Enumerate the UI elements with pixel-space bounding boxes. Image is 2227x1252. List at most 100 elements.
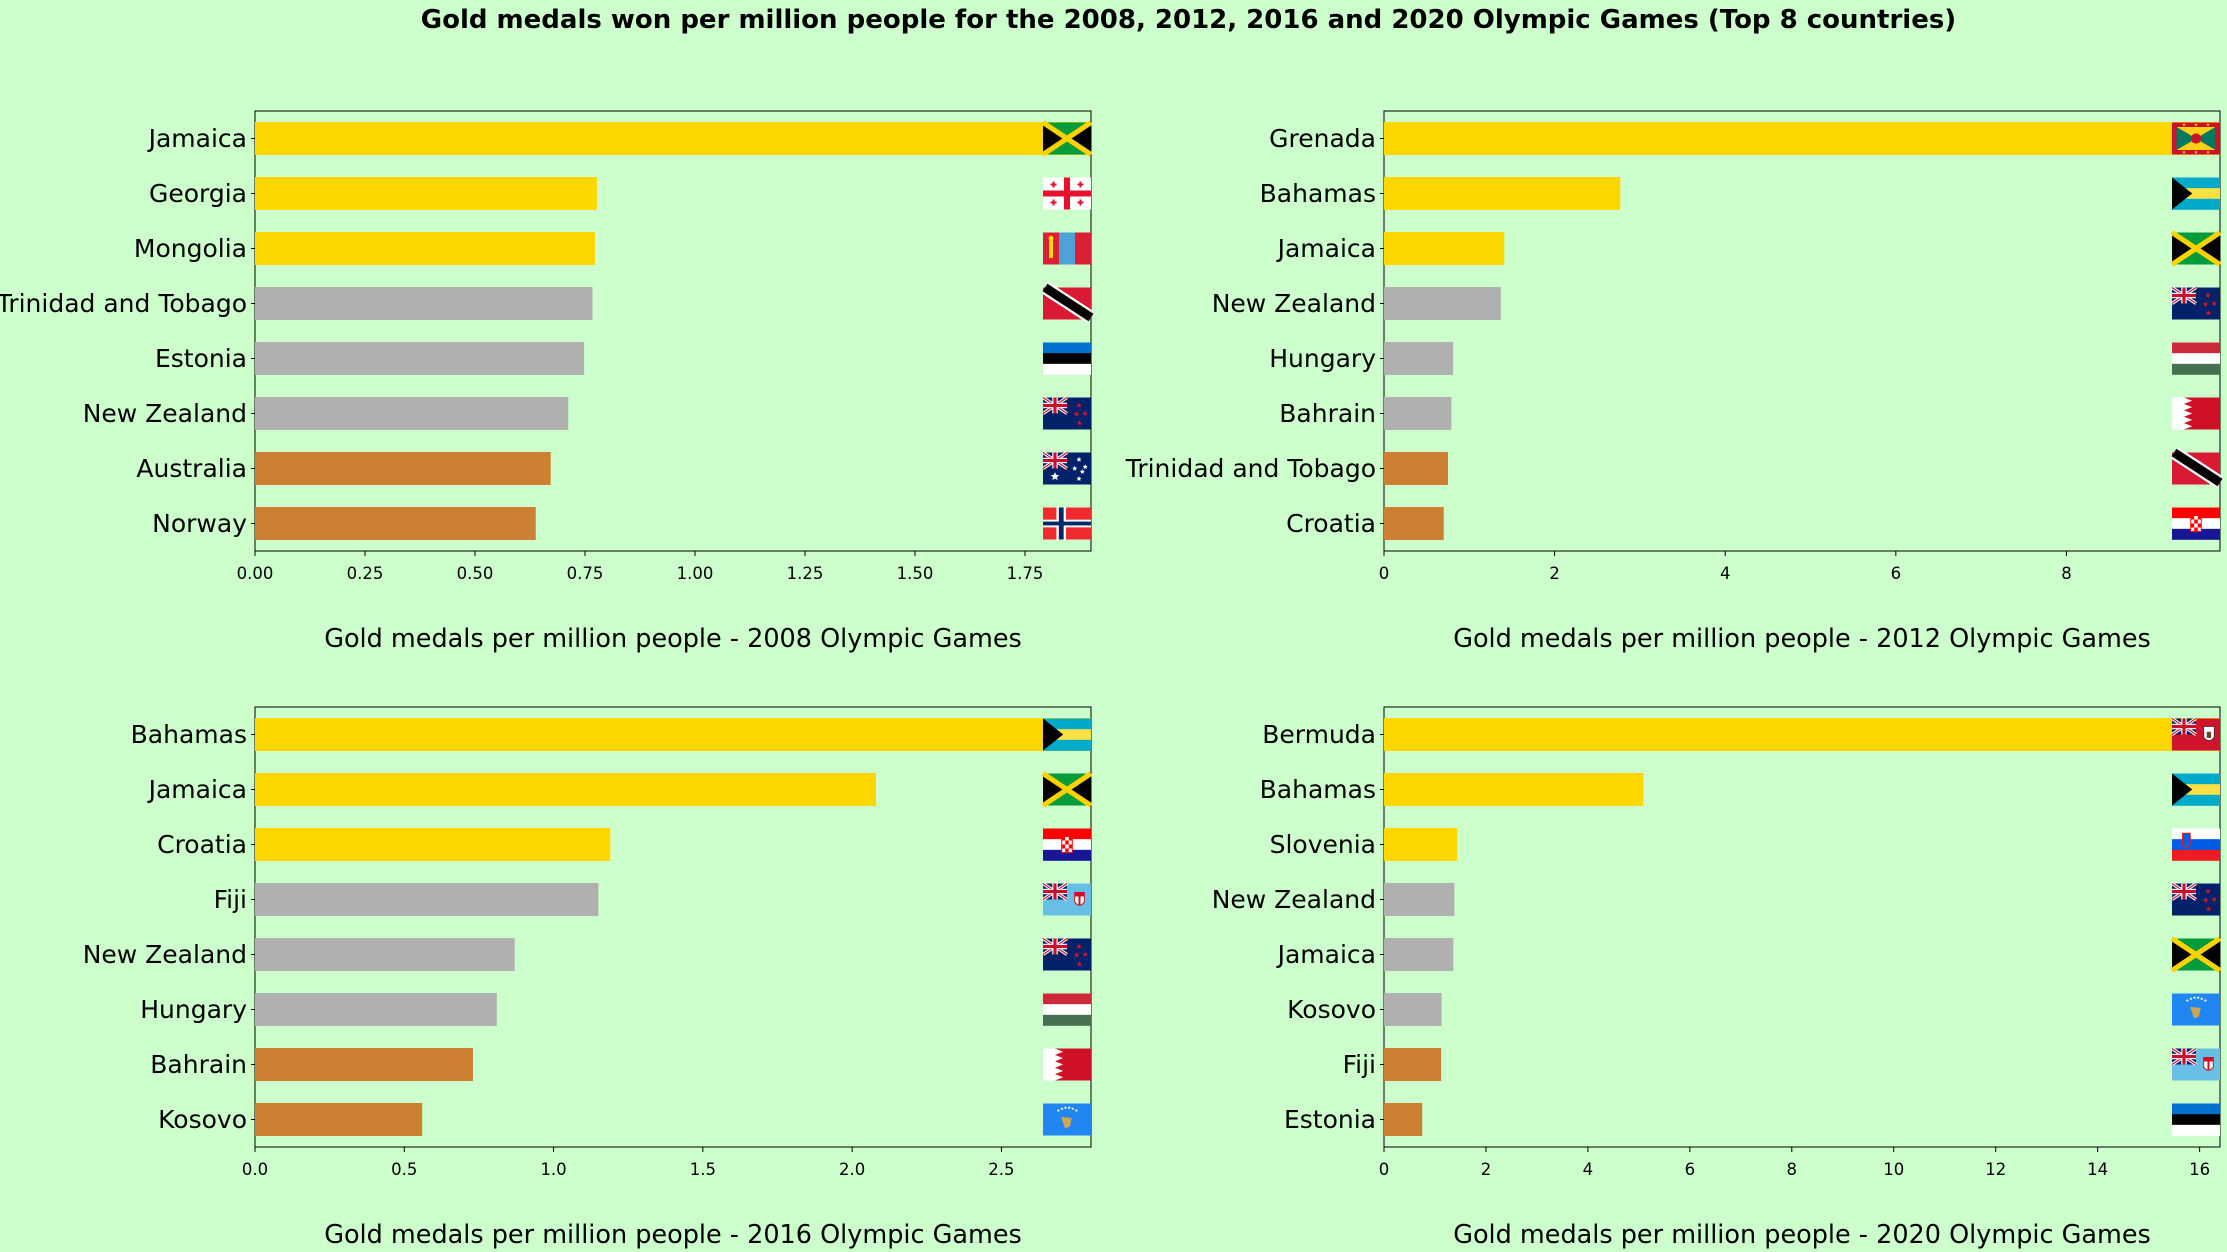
y-tick-label: Bahamas: [1260, 179, 1376, 208]
x-tick-label: 0.50: [457, 564, 494, 583]
bar: [255, 828, 611, 861]
x-tick-label: 0: [1379, 1160, 1390, 1179]
x-axis-label: Gold medals per million people - 2016 Ol…: [324, 1220, 1022, 1250]
bar: [1384, 773, 1644, 806]
bar: [1384, 507, 1444, 540]
y-tick-label: New Zealand: [1212, 289, 1376, 318]
new-zealand-flag: [1042, 937, 1091, 971]
trinidad-and-tobago-flag: [2170, 446, 2224, 489]
y-tick-label: New Zealand: [83, 399, 247, 428]
x-axis-label: Gold medals per million people - 2008 Ol…: [324, 624, 1022, 654]
croatia-flag: [1043, 828, 1091, 861]
bar: [1384, 993, 1442, 1026]
y-tick-label: Grenada: [1269, 124, 1376, 153]
bar: [255, 397, 569, 430]
plot-frame: [1383, 110, 2221, 552]
bar: [255, 342, 585, 375]
y-tick-label: Bahrain: [150, 1050, 247, 1079]
y-tick-label: Australia: [136, 454, 247, 483]
x-tick-label: 4: [1720, 564, 1731, 583]
jamaica-flag: [2170, 936, 2222, 973]
x-tick-label: 12: [1985, 1160, 2006, 1179]
australia-flag: [1042, 451, 1091, 485]
fiji-flag: [1042, 882, 1091, 916]
bar: [255, 993, 497, 1026]
new-zealand-flag: [2171, 286, 2220, 320]
x-tick-label: 2.0: [839, 1160, 865, 1179]
x-tick-label: 0.25: [347, 564, 384, 583]
y-tick-label: Hungary: [140, 995, 247, 1024]
norway-flag: [1043, 507, 1091, 540]
x-tick-label: 2: [1481, 1160, 1492, 1179]
y-tick-label: Bahamas: [131, 720, 247, 749]
y-tick-label: Kosovo: [1287, 995, 1376, 1024]
x-tick-label: 0.0: [242, 1160, 268, 1179]
bar: [1384, 938, 1454, 971]
jamaica-flag: [1041, 771, 1093, 808]
new-zealand-flag: [1042, 396, 1091, 430]
x-tick-label: 1.0: [540, 1160, 566, 1179]
y-tick-label: Kosovo: [158, 1105, 247, 1134]
x-tick-label: 14: [2087, 1160, 2108, 1179]
bar: [1384, 828, 1458, 861]
y-tick-label: Norway: [152, 509, 247, 538]
x-tick-label: 0.5: [391, 1160, 417, 1179]
plot-frame: [254, 110, 1092, 552]
bar: [1384, 718, 2220, 751]
x-tick-label: 0.75: [567, 564, 604, 583]
y-tick-label: New Zealand: [83, 940, 247, 969]
kosovo-flag: [2172, 993, 2220, 1026]
croatia-flag: [2172, 507, 2220, 540]
y-tick-label: Hungary: [1269, 344, 1376, 373]
y-tick-label: Trinidad and Tobago: [0, 289, 247, 318]
bar: [255, 122, 1091, 155]
bar: [1384, 883, 1455, 916]
y-tick-label: Georgia: [149, 179, 247, 208]
trinidad-and-tobago-flag: [1041, 281, 1095, 324]
grenada-flag: [2172, 122, 2220, 155]
y-tick-label: Jamaica: [1276, 940, 1376, 969]
x-tick-label: 4: [1583, 1160, 1594, 1179]
bahamas-flag: [2172, 773, 2220, 806]
jamaica-flag: [1041, 120, 1093, 157]
x-tick-label: 8: [2061, 564, 2072, 583]
x-tick-label: 10: [1883, 1160, 1904, 1179]
plot-frame: [254, 706, 1092, 1148]
bar: [255, 1048, 473, 1081]
kosovo-flag: [1043, 1103, 1091, 1136]
bar: [1384, 342, 1454, 375]
y-tick-label: Estonia: [1284, 1105, 1376, 1134]
y-tick-label: Slovenia: [1270, 830, 1376, 859]
x-tick-label: 2.5: [988, 1160, 1014, 1179]
bahrain-flag: [2172, 397, 2220, 430]
y-tick-label: Fiji: [1343, 1050, 1376, 1079]
x-axis-label: Gold medals per million people - 2020 Ol…: [1453, 1220, 2151, 1250]
x-tick-label: 1.75: [1007, 564, 1044, 583]
bar: [255, 452, 551, 485]
bar: [255, 287, 593, 320]
new-zealand-flag: [2171, 882, 2220, 916]
x-tick-label: 1.50: [897, 564, 934, 583]
y-tick-label: Bermuda: [1262, 720, 1376, 749]
bar: [255, 883, 599, 916]
y-tick-label: Bahamas: [1260, 775, 1376, 804]
x-tick-label: 1.5: [690, 1160, 716, 1179]
y-tick-label: Fiji: [214, 885, 247, 914]
fiji-flag: [2171, 1047, 2220, 1081]
y-tick-label: Croatia: [1286, 509, 1376, 538]
estonia-flag: [1043, 342, 1091, 375]
bar: [1384, 1048, 1442, 1081]
y-tick-label: Bahrain: [1279, 399, 1376, 428]
x-axis-label: Gold medals per million people - 2012 Ol…: [1453, 624, 2151, 654]
estonia-flag: [2172, 1103, 2220, 1136]
y-tick-label: Croatia: [157, 830, 247, 859]
bar: [255, 507, 536, 540]
bar: [255, 773, 877, 806]
x-tick-label: 6: [1891, 564, 1902, 583]
x-tick-label: 1.00: [677, 564, 714, 583]
bar: [1384, 452, 1448, 485]
bar: [1384, 122, 2220, 155]
georgia-flag: [1043, 177, 1091, 210]
